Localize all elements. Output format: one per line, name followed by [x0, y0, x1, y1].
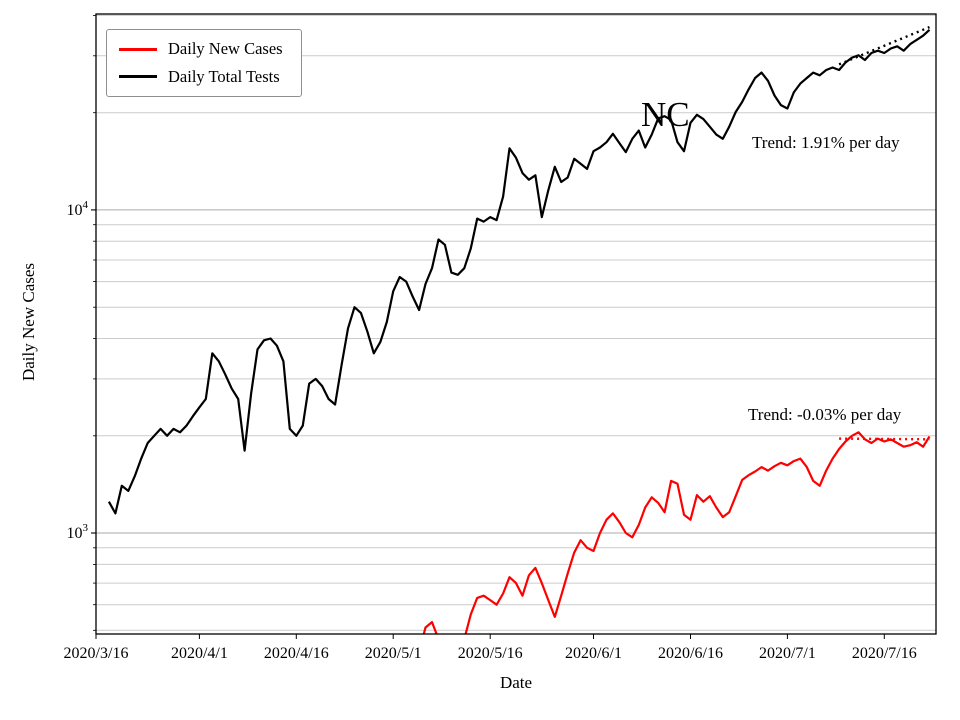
legend-label-cases: Daily New Cases: [168, 39, 283, 58]
legend: Daily New Cases Daily Total Tests: [106, 29, 302, 97]
x-tick-label: 2020/7/16: [852, 645, 917, 662]
trend-line-daily-new-cases: [839, 437, 930, 441]
x-tick-label: 2020/5/1: [365, 645, 422, 662]
y-tick-label: 103: [67, 522, 89, 542]
trend-line-daily-total-tests: [838, 25, 930, 66]
state-label: NC: [641, 95, 690, 134]
cases-trend-annotation: Trend: -0.03% per day: [748, 405, 902, 424]
legend-line-sample-tests: [119, 75, 157, 79]
y-axis-title: Daily New Cases: [19, 262, 38, 382]
legend-entry-daily-new-cases: Daily New Cases: [119, 39, 283, 58]
x-tick-label: 2020/6/16: [658, 645, 723, 662]
y-tick-label: 104: [67, 199, 89, 219]
plot-frame: [95, 13, 937, 635]
x-axis-title: Date: [499, 673, 533, 692]
x-tick-label: 2020/6/1: [565, 645, 622, 662]
legend-label-tests: Daily Total Tests: [168, 66, 280, 86]
x-tick-label: 2020/7/1: [759, 645, 816, 662]
tests-trend-annotation: Trend: 1.91% per day: [752, 133, 900, 152]
legend-line-sample-cases: [119, 47, 157, 51]
series-group: [107, 25, 931, 634]
series-daily-new-cases: [422, 431, 931, 634]
x-tick-label: 2020/4/1: [171, 645, 228, 662]
series-daily-total-tests: [107, 28, 931, 515]
x-tick-label: 2020/4/16: [264, 645, 329, 662]
x-tick-label: 2020/3/16: [64, 645, 129, 662]
legend-entry-daily-total-tests: Daily Total Tests: [119, 66, 283, 86]
x-tick-label: 2020/5/16: [458, 645, 523, 662]
